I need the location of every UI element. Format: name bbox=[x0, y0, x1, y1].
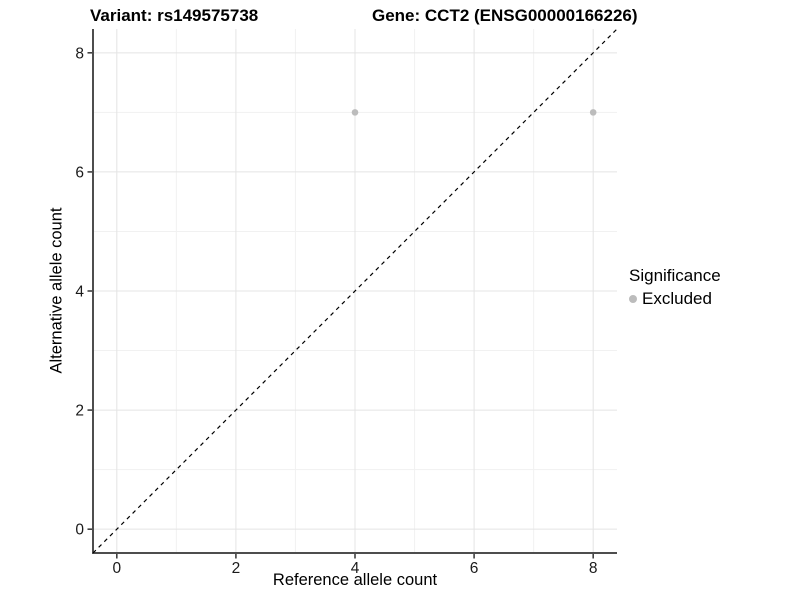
y-tick-label: 0 bbox=[75, 522, 84, 539]
plot-title-variant: Variant: rs149575738 bbox=[90, 6, 259, 25]
x-axis-title: Reference allele count bbox=[272, 571, 438, 589]
legend-title: Significance bbox=[629, 266, 721, 285]
x-tick-label: 4 bbox=[351, 560, 360, 577]
y-tick-label: 4 bbox=[75, 284, 84, 301]
y-tick-label: 8 bbox=[75, 45, 84, 62]
legend-item-label: Excluded bbox=[642, 289, 712, 308]
y-tick-label: 2 bbox=[75, 403, 84, 420]
y-tick-label: 6 bbox=[75, 164, 84, 181]
legend-item-excluded: Excluded bbox=[629, 289, 721, 309]
x-tick-label: 0 bbox=[113, 560, 122, 577]
x-tick-label: 6 bbox=[470, 560, 479, 577]
data-point bbox=[589, 109, 597, 116]
legend-marker-circle-icon bbox=[629, 295, 637, 303]
identity-line-dashed bbox=[92, 28, 618, 554]
data-point bbox=[351, 109, 359, 116]
x-tick-label: 2 bbox=[232, 560, 241, 577]
x-tick-label: 8 bbox=[589, 560, 598, 577]
plot-title-gene: Gene: CCT2 (ENSG00000166226) bbox=[372, 6, 638, 25]
legend: Significance Excluded bbox=[629, 266, 721, 309]
y-axis-title: Alternative allele count bbox=[47, 207, 66, 374]
